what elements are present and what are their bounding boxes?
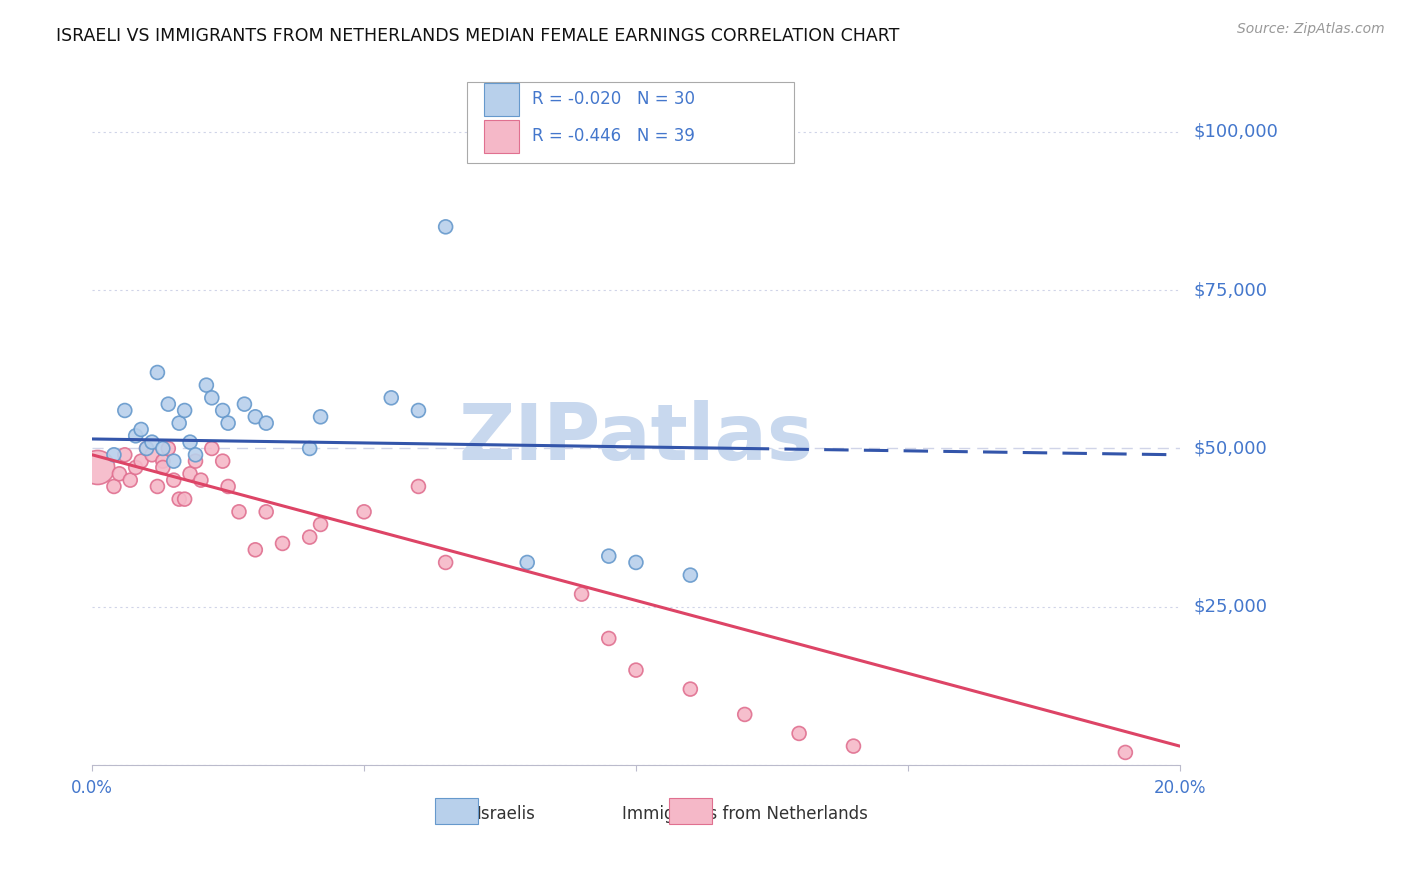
- Point: [129, 454, 152, 468]
- Text: ZIPatlas: ZIPatlas: [458, 400, 814, 475]
- Point: [135, 442, 157, 456]
- Point: [157, 397, 180, 411]
- Point: [434, 219, 457, 234]
- Point: [434, 556, 457, 570]
- Point: [408, 403, 430, 417]
- Point: [211, 454, 233, 468]
- Point: [309, 409, 332, 424]
- Point: [141, 435, 163, 450]
- Point: [152, 454, 174, 468]
- Point: [173, 492, 195, 507]
- Point: [380, 391, 402, 405]
- Text: $25,000: $25,000: [1194, 598, 1268, 615]
- Text: Source: ZipAtlas.com: Source: ZipAtlas.com: [1237, 22, 1385, 37]
- Point: [787, 726, 810, 740]
- Point: [298, 530, 321, 544]
- Point: [125, 429, 148, 443]
- Point: [201, 442, 224, 456]
- Point: [233, 397, 256, 411]
- Point: [408, 479, 430, 493]
- Text: R = -0.020   N = 30: R = -0.020 N = 30: [531, 90, 695, 109]
- Point: [120, 473, 142, 487]
- Point: [201, 391, 224, 405]
- Point: [734, 707, 756, 722]
- Point: [129, 422, 152, 436]
- Text: $75,000: $75,000: [1194, 281, 1268, 299]
- Point: [114, 448, 136, 462]
- Point: [146, 366, 169, 380]
- Point: [1114, 746, 1136, 760]
- Text: $50,000: $50,000: [1194, 440, 1267, 458]
- Point: [179, 435, 201, 450]
- Point: [195, 378, 218, 392]
- Point: [298, 442, 321, 456]
- Point: [141, 448, 163, 462]
- Text: ISRAELI VS IMMIGRANTS FROM NETHERLANDS MEDIAN FEMALE EARNINGS CORRELATION CHART: ISRAELI VS IMMIGRANTS FROM NETHERLANDS M…: [56, 27, 900, 45]
- Point: [842, 739, 865, 753]
- Point: [571, 587, 593, 601]
- Point: [190, 473, 212, 487]
- Point: [245, 409, 267, 424]
- FancyBboxPatch shape: [484, 83, 519, 116]
- FancyBboxPatch shape: [434, 797, 478, 824]
- Text: R = -0.446   N = 39: R = -0.446 N = 39: [531, 128, 695, 145]
- Point: [103, 479, 125, 493]
- Text: $100,000: $100,000: [1194, 123, 1278, 141]
- Point: [184, 448, 207, 462]
- Point: [309, 517, 332, 532]
- Point: [167, 492, 190, 507]
- Point: [167, 416, 190, 430]
- Point: [157, 442, 180, 456]
- Point: [211, 403, 233, 417]
- Point: [598, 632, 620, 646]
- Point: [254, 416, 277, 430]
- Point: [598, 549, 620, 563]
- Point: [163, 454, 186, 468]
- Point: [624, 556, 647, 570]
- Point: [152, 460, 174, 475]
- Point: [679, 568, 702, 582]
- Point: [228, 505, 250, 519]
- Point: [125, 460, 148, 475]
- FancyBboxPatch shape: [484, 120, 519, 153]
- Point: [516, 556, 538, 570]
- Point: [217, 416, 239, 430]
- Point: [173, 403, 195, 417]
- Point: [271, 536, 294, 550]
- Point: [86, 460, 108, 475]
- Point: [679, 682, 702, 697]
- Point: [624, 663, 647, 677]
- FancyBboxPatch shape: [669, 797, 711, 824]
- Point: [163, 473, 186, 487]
- Point: [114, 403, 136, 417]
- Point: [108, 467, 131, 481]
- Point: [254, 505, 277, 519]
- Point: [135, 442, 157, 456]
- Point: [179, 467, 201, 481]
- Point: [245, 542, 267, 557]
- Text: Immigrants from Netherlands: Immigrants from Netherlands: [621, 805, 868, 822]
- Point: [152, 442, 174, 456]
- Text: Israelis: Israelis: [477, 805, 534, 822]
- Point: [146, 479, 169, 493]
- Point: [103, 448, 125, 462]
- FancyBboxPatch shape: [467, 82, 793, 162]
- Point: [184, 454, 207, 468]
- Point: [217, 479, 239, 493]
- Point: [353, 505, 375, 519]
